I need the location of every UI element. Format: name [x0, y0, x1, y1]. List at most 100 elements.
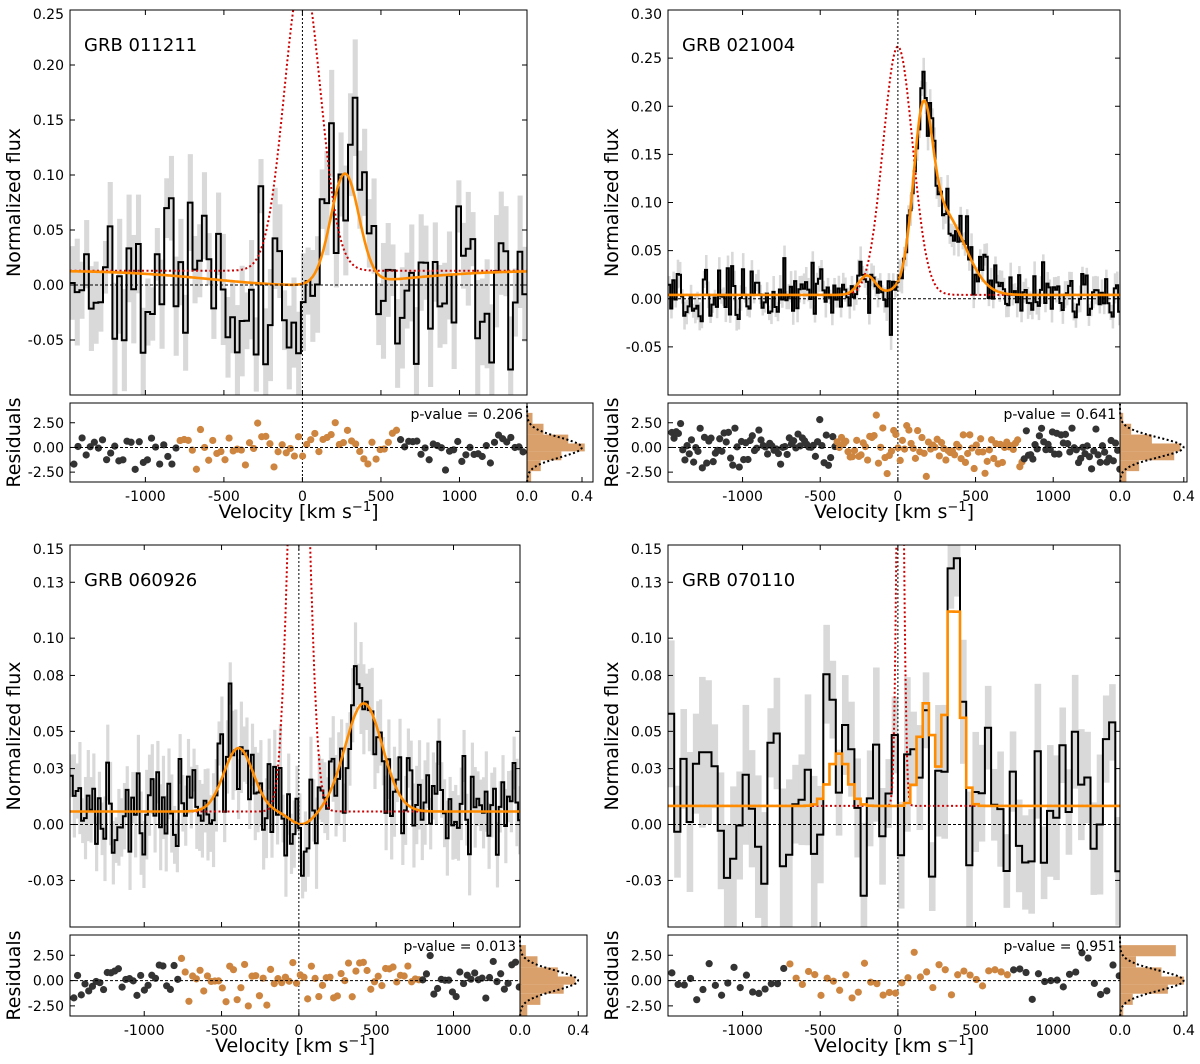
residual-point	[1016, 965, 1024, 973]
residual-point	[229, 966, 238, 974]
y-tick-label: 0.08	[33, 668, 64, 684]
resid-histogram	[527, 412, 585, 482]
hist-bar	[527, 460, 541, 472]
residual-point	[266, 965, 275, 974]
residual-point	[954, 971, 962, 979]
residual-point	[393, 978, 401, 986]
hist-bar	[1120, 976, 1184, 985]
residual-point	[935, 961, 943, 969]
hist-bar	[520, 984, 564, 994]
resid-histogram	[1120, 412, 1181, 482]
residual-point	[1078, 949, 1086, 957]
hist-bar	[1120, 451, 1175, 461]
residual-point	[78, 434, 86, 442]
residual-point	[389, 963, 397, 971]
hist-x-tick-label: 0.0	[1109, 489, 1131, 505]
resid-y-tick-label: 2.50	[631, 948, 662, 964]
y-tick-label: 0.10	[631, 196, 662, 212]
residual-point	[252, 972, 260, 980]
residual-point	[1035, 432, 1043, 440]
residual-point	[966, 431, 974, 439]
panel-title: GRB 060926	[84, 570, 197, 591]
residual-point	[114, 965, 123, 973]
residual-point	[196, 425, 205, 434]
y-tick-label: 0.00	[33, 278, 64, 294]
residual-point	[867, 978, 875, 986]
x-tick-label: 500	[962, 489, 989, 505]
residual-point	[757, 436, 765, 444]
p-value-label: p-value = 0.951	[1003, 939, 1116, 955]
residual-point	[244, 1002, 252, 1010]
resid-axis-label: Residuals	[601, 930, 623, 1020]
y-tick-label: -0.05	[28, 333, 64, 349]
residual-point	[818, 441, 826, 450]
residual-point	[278, 979, 286, 987]
residual-point	[1022, 968, 1030, 977]
residual-point	[1022, 427, 1030, 435]
residual-point	[454, 437, 462, 446]
residual-point	[200, 443, 209, 452]
residual-point	[326, 973, 334, 981]
x-axis-label: Velocity [km s−1]	[215, 1034, 375, 1058]
residual-point	[885, 988, 893, 997]
residual-point	[1041, 977, 1049, 986]
residual-point	[144, 981, 152, 989]
residual-point	[378, 982, 386, 990]
residual-point	[1053, 976, 1061, 984]
residual-point	[343, 426, 352, 434]
x-axis-label-close: ]	[967, 501, 974, 523]
residual-point	[972, 441, 980, 449]
x-tick-label: 1000	[442, 489, 478, 505]
residual-point	[735, 463, 743, 471]
residual-point	[937, 439, 946, 447]
residual-point	[233, 996, 241, 1004]
residual-point	[836, 986, 844, 994]
normal-pdf-curve	[1119, 936, 1185, 1017]
residual-point	[709, 458, 717, 466]
residual-point	[70, 460, 78, 468]
y-tick-label: 0.10	[33, 631, 64, 647]
residual-point	[680, 981, 688, 989]
panel-title: GRB 070110	[682, 570, 795, 591]
residual-point	[1098, 442, 1107, 450]
model-fit-line	[70, 172, 527, 287]
residual-point	[185, 997, 193, 1005]
p-value-label: p-value = 0.013	[403, 939, 516, 955]
residuals-area	[668, 948, 1123, 1004]
residual-point	[829, 433, 837, 441]
residual-point	[266, 440, 274, 448]
residual-point	[690, 458, 698, 466]
x-axis-label: Velocity [km s−1]	[814, 500, 974, 524]
residual-point	[1092, 425, 1100, 433]
residual-point	[874, 459, 883, 467]
residual-point	[222, 998, 230, 1006]
residual-point	[1094, 451, 1102, 459]
y-tick-label: 0.13	[33, 575, 64, 591]
y-axis-label: Normalized flux	[3, 128, 25, 277]
x-axis-label-sup: −1	[947, 500, 966, 515]
residual-point	[304, 995, 312, 1003]
resid-histogram	[1120, 945, 1184, 1016]
residual-point	[466, 443, 474, 452]
residual-point	[1111, 439, 1120, 447]
hist-bar	[1120, 956, 1136, 968]
residual-point	[981, 469, 989, 477]
residual-point	[359, 958, 367, 966]
residual-point	[205, 456, 213, 464]
residual-point	[683, 442, 691, 450]
residual-point	[82, 451, 90, 459]
residual-point	[127, 438, 135, 446]
hist-axes-frame	[526, 402, 594, 483]
residual-point	[1059, 983, 1067, 991]
y-tick-label: 0.05	[631, 244, 662, 260]
panel-title: GRB 021004	[682, 35, 795, 56]
residual-point	[699, 985, 707, 994]
x-tick-label: -500	[208, 489, 240, 505]
residual-point	[396, 436, 405, 444]
residual-point	[459, 979, 468, 988]
x-tick-label: 500	[368, 489, 395, 505]
residual-point	[380, 445, 388, 453]
residual-point	[177, 954, 186, 963]
